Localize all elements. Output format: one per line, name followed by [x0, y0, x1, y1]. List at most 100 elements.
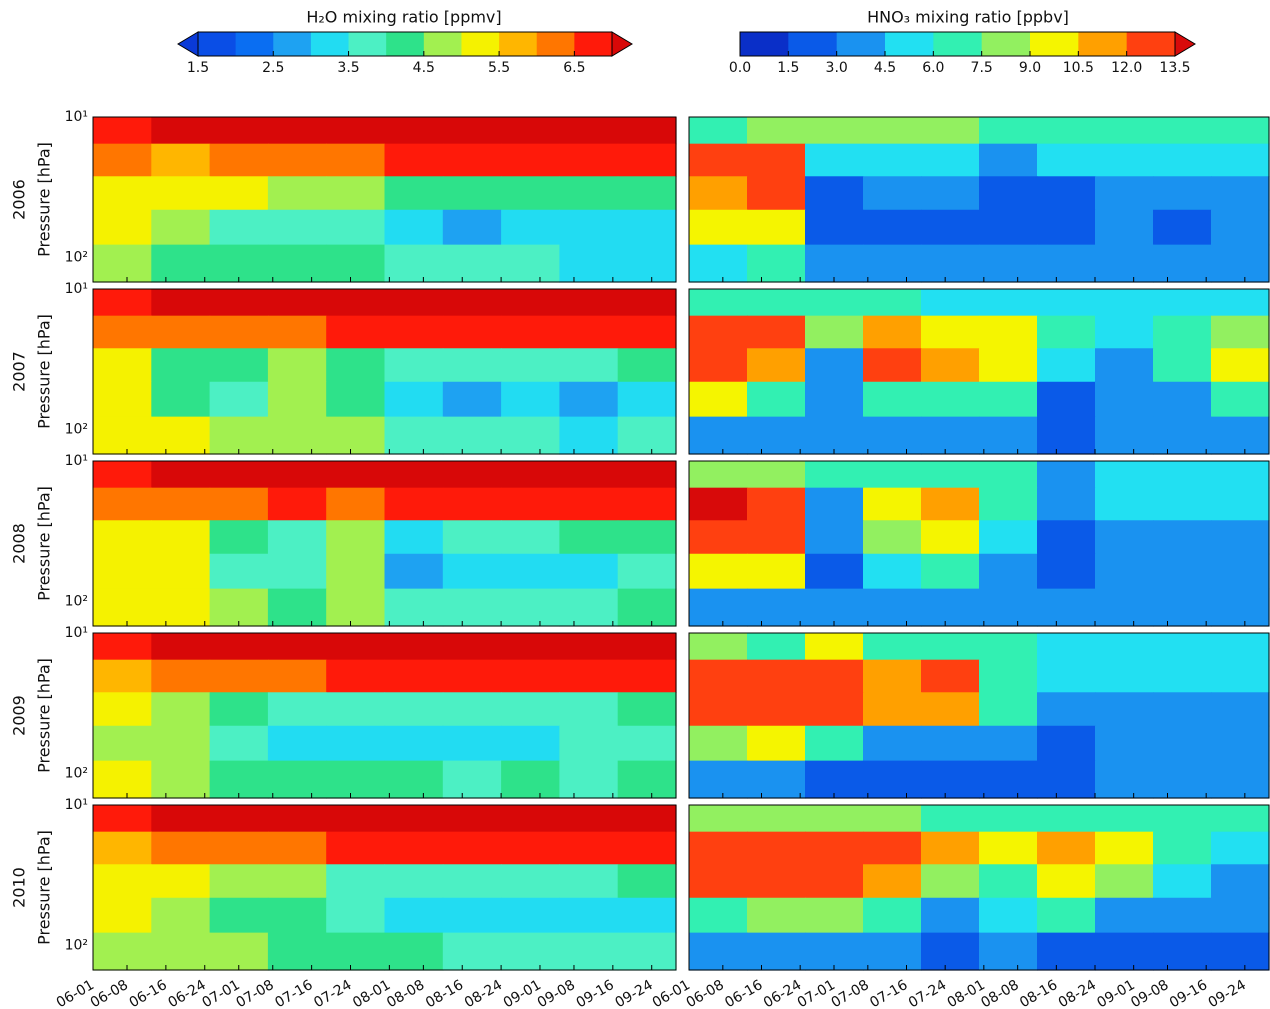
contour-cell [384, 725, 444, 762]
contour-cell [1153, 381, 1212, 418]
contour-cell [805, 659, 864, 693]
contour-cell [1211, 692, 1270, 727]
contour-cell [267, 932, 327, 971]
contour-cell [1095, 725, 1154, 762]
contour-cell [93, 416, 152, 455]
contour-cell [442, 381, 502, 418]
contour-cell [747, 416, 806, 455]
contour-cell [747, 633, 806, 661]
contour-cell [979, 633, 1038, 661]
contour-cell [1211, 553, 1270, 590]
contour-cell [921, 143, 980, 177]
contour-cell [559, 659, 619, 693]
contour-cell [1037, 760, 1096, 799]
contour-cell [501, 692, 560, 727]
contour-cell [805, 725, 864, 762]
contour-cell [863, 864, 922, 899]
contour-cell [267, 461, 327, 489]
colorbar-box [386, 32, 425, 56]
contour-cell [1211, 117, 1270, 145]
colorbar-tick-label: 2.5 [262, 60, 284, 76]
contour-cell [93, 692, 152, 727]
x-tick-label: 08-16 [1017, 977, 1060, 1009]
contour-cell [689, 381, 748, 418]
contour-cell [93, 315, 152, 349]
contour-cell [209, 553, 269, 590]
contour-cell [689, 760, 748, 799]
contour-cell [1153, 520, 1212, 555]
contour-cell [747, 487, 806, 521]
contour-cell [1153, 897, 1212, 934]
colorbar-box [461, 32, 500, 56]
contour-cell [151, 633, 211, 661]
colorbar-extend-max [1174, 31, 1196, 57]
contour-cell [979, 348, 1038, 383]
contour-cell [805, 831, 864, 865]
contour-cell [1211, 487, 1270, 521]
contour-cell [979, 659, 1038, 693]
contour-cell [559, 381, 619, 418]
contour-cell [559, 176, 619, 211]
contour-cell [863, 315, 922, 349]
contour-cell [617, 553, 677, 590]
contour-cell [863, 760, 922, 799]
contour-cell [747, 831, 806, 865]
panel-frame [92, 116, 677, 283]
contour-cell [559, 932, 619, 971]
contour-cell [1037, 416, 1096, 455]
contour-cell [979, 805, 1038, 833]
contour-cell [1153, 487, 1212, 521]
contour-cell [921, 315, 980, 349]
contour-cell [921, 461, 980, 489]
contour-cell [267, 176, 327, 211]
contour-cell [1037, 864, 1096, 899]
contour-cell [384, 289, 444, 317]
contour-cell [979, 520, 1038, 555]
x-tick-label: 06-08 [88, 977, 131, 1009]
contour-cell [384, 381, 444, 418]
contour-cell [384, 588, 444, 627]
contour-cell [93, 348, 152, 383]
contour-cell [267, 315, 327, 349]
contour-cell [209, 805, 269, 833]
contour-cell [689, 897, 748, 934]
contour-cell [442, 209, 502, 246]
contour-cell [863, 289, 922, 317]
contour-cell [326, 244, 386, 283]
panel-frame [688, 804, 1270, 971]
contour-cell [921, 487, 980, 521]
colorbar-box [198, 32, 237, 56]
contour-cell [442, 176, 502, 211]
contour-cell [209, 289, 269, 317]
contour-cell [617, 520, 677, 555]
contour-cell [559, 487, 619, 521]
contour-cell [93, 633, 152, 661]
contour-cell [384, 176, 444, 211]
contour-cell [559, 416, 619, 455]
contour-cell [151, 117, 211, 145]
contour-cell [267, 553, 327, 590]
contour-cell [151, 315, 211, 349]
contour-cell [805, 633, 864, 661]
contour-cell [863, 117, 922, 145]
contour-cell [267, 520, 327, 555]
contour-cell [209, 315, 269, 349]
year-label: 2008 [10, 523, 29, 564]
contour-cell [559, 692, 619, 727]
contour-cell [979, 760, 1038, 799]
contour-cell [617, 244, 677, 283]
contour-cell [863, 659, 922, 693]
contour-cell [559, 897, 619, 934]
contour-cell [501, 381, 560, 418]
contour-cell [151, 289, 211, 317]
x-tick-label: 07-08 [829, 977, 872, 1009]
contour-cell [921, 633, 980, 661]
contour-cell [689, 244, 748, 283]
colorbar-tick-label: 7.5 [971, 60, 993, 76]
contour-cell [209, 143, 269, 177]
x-tick-label: 07-24 [906, 977, 949, 1009]
contour-cell [93, 805, 152, 833]
contour-cell [559, 289, 619, 317]
contour-cell [1037, 588, 1096, 627]
panel-frame [92, 460, 677, 627]
